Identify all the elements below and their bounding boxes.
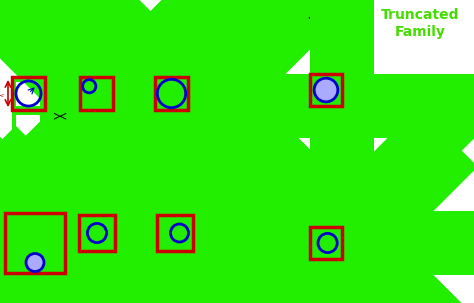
Bar [49, 82, 73, 105]
Bar [86, 222, 108, 244]
Text: V-Octa: V-Octa [172, 286, 208, 296]
Bar [17, 82, 40, 105]
Bar [45, 77, 78, 110]
Bar [188, 110, 221, 143]
Polygon shape [5, 258, 35, 288]
Bar [346, 78, 370, 102]
Bar [84, 115, 109, 138]
Polygon shape [35, 258, 65, 288]
Bar [155, 77, 188, 110]
Bar [160, 248, 190, 278]
Text: FD-Cube: FD-Cube [90, 151, 137, 161]
Bar [116, 222, 138, 244]
Bar [192, 82, 217, 105]
Bar [310, 74, 342, 106]
Bar [5, 228, 35, 258]
Bar [342, 243, 374, 275]
Bar [116, 252, 138, 274]
Text: T-Cube: T-Cube [323, 146, 361, 156]
Bar [159, 82, 183, 105]
Bar [9, 232, 31, 254]
Bar [194, 222, 216, 244]
Bar [342, 74, 374, 106]
Bar [69, 232, 91, 254]
Bar [164, 252, 186, 274]
Bar [315, 248, 337, 271]
Bar [164, 222, 186, 244]
Bar [39, 262, 61, 284]
Bar [315, 215, 337, 238]
Text: B: B [5, 155, 17, 170]
Bar [17, 115, 40, 138]
Text: C: C [305, 8, 316, 23]
Bar [113, 110, 146, 143]
Bar [84, 82, 109, 105]
Bar [310, 74, 342, 106]
Circle shape [26, 254, 44, 271]
Bar [194, 252, 216, 274]
Bar [155, 77, 188, 110]
Bar [65, 228, 95, 258]
Bar [342, 106, 374, 138]
Bar [160, 218, 190, 248]
Text: A: A [5, 8, 17, 23]
Bar [118, 82, 142, 105]
Bar [112, 218, 142, 248]
Bar [346, 111, 370, 134]
Bar [192, 115, 217, 138]
Text: Cubic Family: Cubic Family [131, 8, 239, 23]
Bar [310, 243, 342, 275]
Polygon shape [5, 228, 35, 258]
Bar [315, 111, 337, 134]
Circle shape [314, 78, 338, 102]
Bar [188, 77, 221, 110]
Text: T-Octa: T-Octa [325, 283, 359, 293]
Bar [35, 228, 65, 258]
Bar [82, 248, 112, 278]
Text: Octahedron Family: Octahedron Family [104, 155, 266, 170]
Bar [113, 77, 146, 110]
Bar [118, 115, 142, 138]
Bar [159, 115, 183, 138]
Bar [79, 215, 115, 251]
Bar [49, 115, 73, 138]
Bar [39, 232, 61, 254]
Bar [112, 248, 142, 278]
Bar [12, 110, 45, 143]
Bar [86, 252, 108, 274]
Bar [346, 248, 370, 271]
Text: $L_c$: $L_c$ [0, 87, 6, 100]
Bar [12, 77, 45, 110]
Bar [12, 77, 45, 110]
Bar [310, 227, 342, 259]
Text: $p$: $p$ [37, 75, 44, 85]
Bar [157, 215, 193, 251]
Bar [35, 258, 65, 288]
Bar [342, 211, 374, 243]
Bar [155, 110, 188, 143]
Bar [45, 110, 78, 143]
Bar [80, 77, 113, 110]
Bar [80, 77, 113, 110]
Polygon shape [35, 228, 65, 258]
Bar [80, 110, 113, 143]
Bar [82, 218, 112, 248]
Bar [39, 202, 61, 224]
Bar [310, 211, 342, 243]
Bar [190, 248, 220, 278]
Bar [310, 106, 342, 138]
Bar [5, 213, 65, 273]
Bar [346, 215, 370, 238]
Bar [190, 218, 220, 248]
Text: Cube: Cube [31, 151, 59, 161]
Text: $\o$: $\o$ [65, 112, 71, 121]
Bar [315, 78, 337, 102]
Text: Truncated
Family: Truncated Family [381, 8, 459, 39]
Text: Octa: Octa [37, 296, 63, 303]
Bar [35, 198, 65, 228]
Text: BC-Cube: BC-Cube [164, 151, 211, 161]
Text: Octet: Octet [97, 286, 127, 296]
